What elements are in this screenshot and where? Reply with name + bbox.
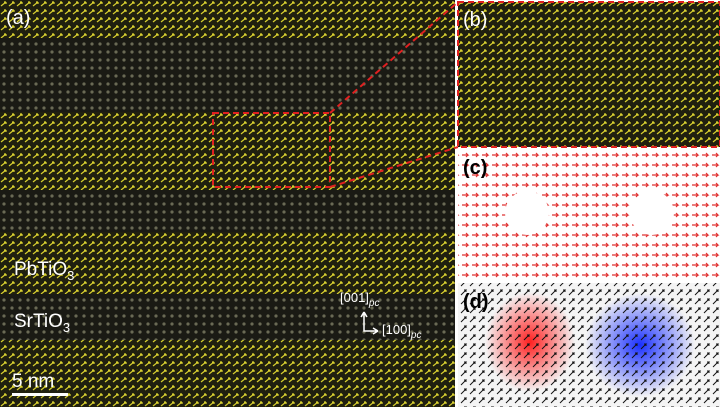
vector-map xyxy=(458,150,720,280)
panel-label: (b) xyxy=(463,9,487,31)
panel-label: (d) xyxy=(463,291,489,313)
image-background xyxy=(0,0,455,407)
text: SrTiO xyxy=(14,311,63,332)
panel-a: (a) PbTiO3 SrTiO3 [001]pc [100]pc 5 nm xyxy=(0,0,459,407)
panel-border xyxy=(457,1,720,148)
vortex-core xyxy=(505,191,549,235)
text: PbTiO xyxy=(14,259,67,280)
image-background xyxy=(458,2,720,147)
zoom-box xyxy=(212,112,331,188)
ptio-band xyxy=(0,0,455,38)
subscript: 3 xyxy=(63,320,70,335)
axis-arrows xyxy=(360,311,379,335)
layer-label: PbTiO3 xyxy=(14,259,74,283)
ptio-band xyxy=(0,232,455,294)
scale-bar xyxy=(12,393,68,396)
vector-map xyxy=(458,283,720,407)
text: [001] xyxy=(340,290,369,305)
text: [100] xyxy=(382,322,411,337)
panel-c: (c) xyxy=(458,150,720,280)
layer-label: SrTiO3 xyxy=(14,311,70,335)
zoom-line xyxy=(329,1,459,114)
subscript: pc xyxy=(368,298,380,309)
panel-label: (c) xyxy=(463,157,487,179)
axis-label: [001]pc xyxy=(340,290,379,309)
subscript: 3 xyxy=(67,268,74,283)
ptio-band xyxy=(0,340,455,407)
axis-label: [100]pc xyxy=(382,322,421,341)
subscript: pc xyxy=(410,330,422,341)
panel-label: (a) xyxy=(6,7,30,29)
vortex-core xyxy=(630,191,674,235)
ptio-band xyxy=(0,112,455,190)
scale-bar-label: 5 nm xyxy=(12,371,54,392)
panel-b: (b) xyxy=(457,1,720,148)
zoom-line xyxy=(329,146,459,188)
panel-d: (d) xyxy=(458,283,720,407)
